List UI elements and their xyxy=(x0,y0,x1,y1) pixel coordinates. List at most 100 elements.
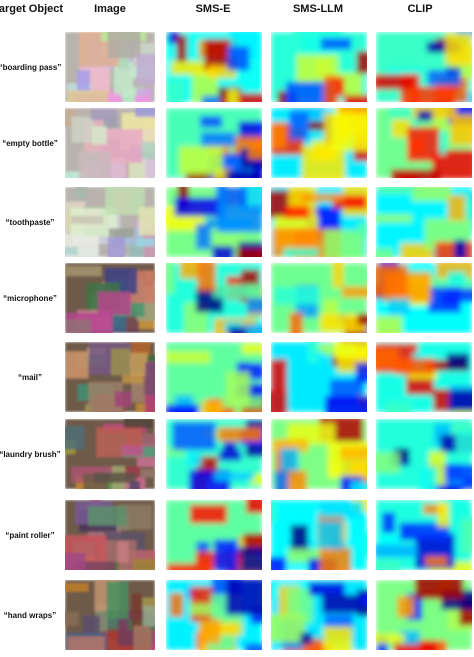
row-label: “boarding pass” xyxy=(0,63,61,72)
scene-image xyxy=(65,342,155,412)
patch xyxy=(108,228,134,238)
patch xyxy=(271,122,287,149)
patch xyxy=(293,32,343,37)
patch xyxy=(408,86,456,102)
patch xyxy=(114,62,134,98)
cells xyxy=(166,187,262,257)
patch xyxy=(376,544,418,558)
cells xyxy=(271,32,367,102)
patch xyxy=(399,522,450,541)
patch xyxy=(65,351,89,379)
cells xyxy=(376,108,472,178)
patch xyxy=(448,195,466,221)
patch xyxy=(65,611,79,626)
patch xyxy=(280,448,299,478)
patch xyxy=(340,446,367,459)
heatmap xyxy=(271,263,367,333)
scene-image xyxy=(65,108,155,178)
patch xyxy=(201,401,224,412)
cells xyxy=(166,342,262,412)
heatmap xyxy=(271,108,367,178)
patch xyxy=(249,474,262,485)
patch xyxy=(414,580,464,600)
patch xyxy=(274,286,320,305)
patch xyxy=(242,343,262,354)
row-label: “microphone” xyxy=(3,294,57,303)
patch xyxy=(319,547,351,570)
patch xyxy=(240,546,262,570)
cells xyxy=(376,187,472,257)
patch xyxy=(66,90,108,102)
patch xyxy=(461,520,472,554)
heatmap xyxy=(166,108,262,178)
patch xyxy=(166,404,199,412)
patch xyxy=(225,371,250,407)
patch xyxy=(225,170,262,178)
patch xyxy=(129,481,141,489)
patch xyxy=(320,500,364,518)
patch xyxy=(166,446,185,457)
patch xyxy=(407,370,437,380)
cells xyxy=(166,419,262,489)
patch xyxy=(200,132,236,147)
patch xyxy=(213,539,238,570)
patch xyxy=(134,95,150,102)
patch xyxy=(355,362,367,383)
patch xyxy=(90,108,117,121)
patch xyxy=(117,541,129,563)
patch xyxy=(377,187,415,195)
patch xyxy=(387,298,410,315)
patch xyxy=(462,199,472,234)
patch xyxy=(307,342,319,363)
heatmap xyxy=(376,342,472,412)
patch xyxy=(79,151,111,178)
patch xyxy=(324,396,367,412)
cells xyxy=(376,342,472,412)
cells xyxy=(271,187,367,257)
patch xyxy=(320,37,352,50)
patch xyxy=(105,187,145,215)
patch xyxy=(391,119,411,139)
patch xyxy=(426,41,461,53)
row-label: “paint roller” xyxy=(5,531,54,540)
patch xyxy=(244,324,262,333)
heatmap xyxy=(271,342,367,412)
patch xyxy=(350,480,367,489)
patch xyxy=(133,558,155,570)
patch xyxy=(206,218,252,229)
cells xyxy=(166,500,262,570)
heatmap xyxy=(376,187,472,257)
patch xyxy=(168,32,180,45)
patch xyxy=(376,559,401,570)
cells xyxy=(65,419,155,489)
cells xyxy=(166,108,262,178)
patch xyxy=(411,187,452,201)
patch xyxy=(245,643,262,650)
patch xyxy=(169,593,184,617)
heatmap xyxy=(376,419,472,489)
patch xyxy=(223,93,262,102)
patch xyxy=(308,582,345,596)
patch xyxy=(417,110,433,122)
patch xyxy=(212,245,234,257)
heatmap xyxy=(166,263,262,333)
patch xyxy=(145,362,155,395)
patch xyxy=(174,197,219,217)
patch xyxy=(423,504,446,515)
patch xyxy=(223,442,237,452)
patch xyxy=(130,352,148,376)
patch xyxy=(92,126,107,145)
heatmap xyxy=(376,580,472,650)
patch xyxy=(358,594,367,606)
patch xyxy=(75,561,115,570)
cells xyxy=(271,263,367,333)
heatmap xyxy=(271,500,367,570)
cells xyxy=(65,32,155,102)
patch xyxy=(334,342,367,360)
heatmap xyxy=(166,187,262,257)
cells xyxy=(376,580,472,650)
scene-image xyxy=(65,500,155,570)
heatmap xyxy=(376,32,472,102)
patch xyxy=(397,596,415,618)
